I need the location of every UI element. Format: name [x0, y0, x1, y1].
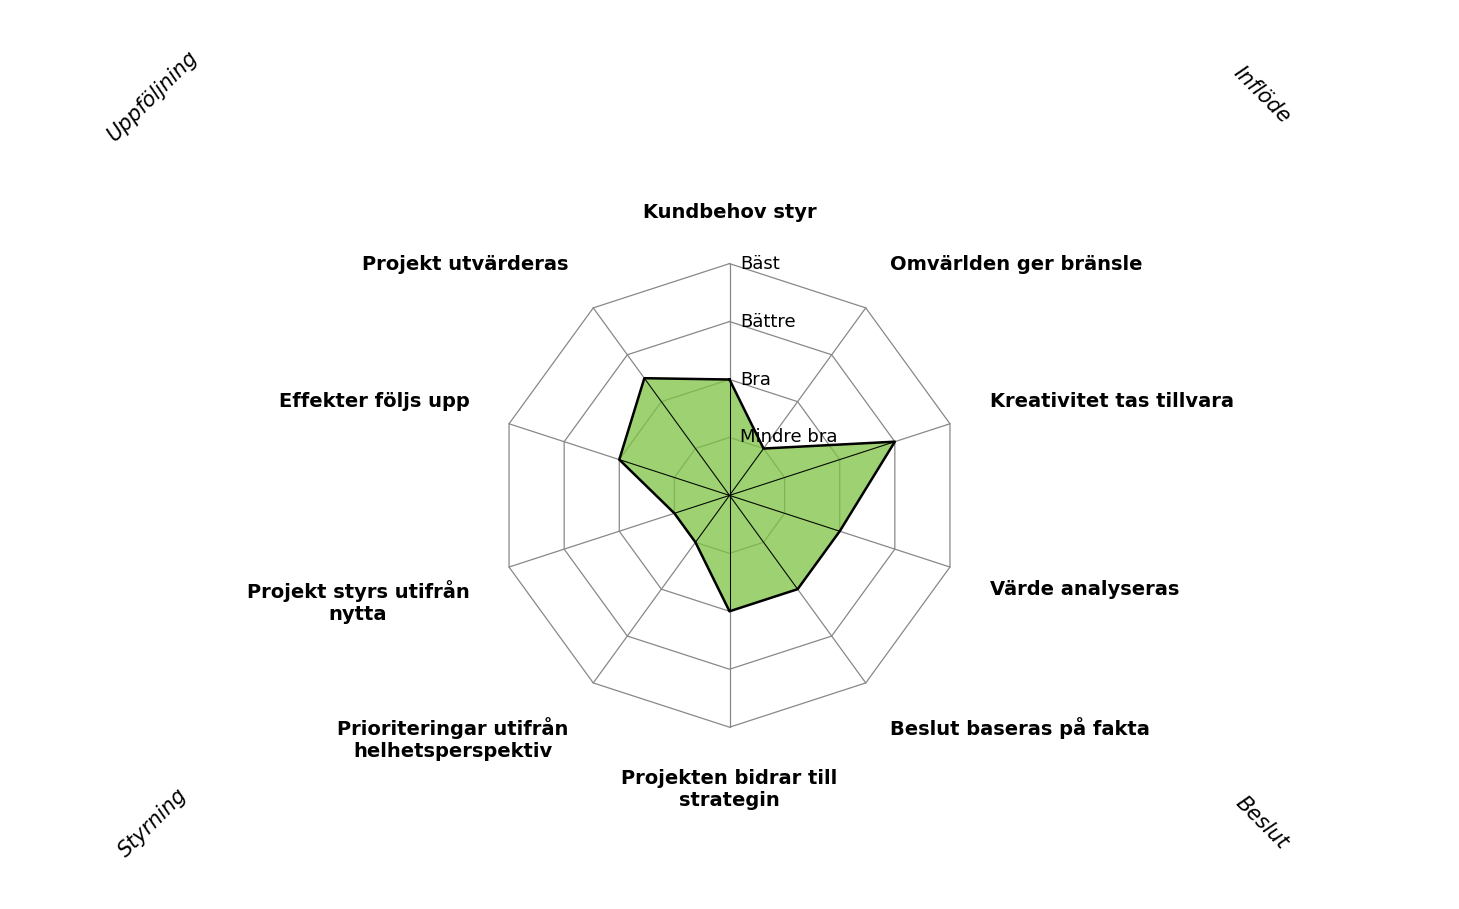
Text: Kundbehov styr: Kundbehov styr — [642, 203, 817, 222]
Text: Projekt utvärderas: Projekt utvärderas — [362, 255, 569, 275]
Text: Uppföljning: Uppföljning — [104, 46, 203, 145]
Text: Beslut: Beslut — [1231, 793, 1293, 853]
Text: Omvärlden ger bränsle: Omvärlden ger bränsle — [890, 255, 1142, 275]
Text: Prioriteringar utifrån
helhetsperspektiv: Prioriteringar utifrån helhetsperspektiv — [337, 716, 569, 761]
Text: Bäst: Bäst — [740, 255, 781, 273]
Text: Bättre: Bättre — [740, 313, 797, 331]
Text: Mindre bra: Mindre bra — [740, 428, 837, 446]
Text: Bra: Bra — [740, 371, 772, 388]
Polygon shape — [619, 378, 894, 611]
Text: Styrning: Styrning — [115, 784, 191, 861]
Text: Projekt styrs utifrån
nytta: Projekt styrs utifrån nytta — [247, 580, 470, 624]
Text: Effekter följs upp: Effekter följs upp — [279, 392, 470, 411]
Text: Beslut baseras på fakta: Beslut baseras på fakta — [890, 716, 1150, 739]
Text: Värde analyseras: Värde analyseras — [989, 580, 1179, 599]
Text: Projekten bidrar till
strategin: Projekten bidrar till strategin — [622, 769, 837, 810]
Text: Kreativitet tas tillvara: Kreativitet tas tillvara — [989, 392, 1234, 411]
Text: Inflöde: Inflöde — [1230, 63, 1294, 128]
